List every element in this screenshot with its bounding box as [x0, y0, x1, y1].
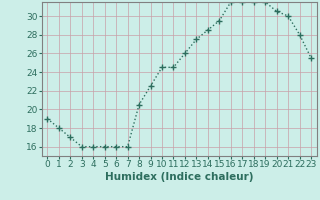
- X-axis label: Humidex (Indice chaleur): Humidex (Indice chaleur): [105, 172, 253, 182]
